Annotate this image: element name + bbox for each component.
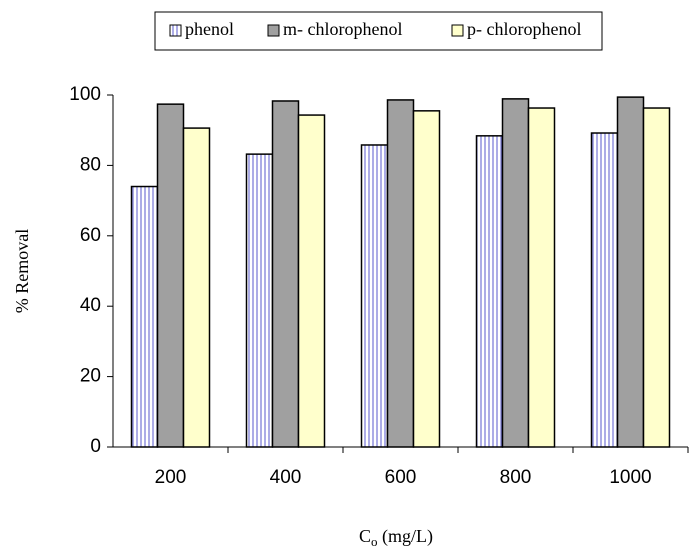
bar bbox=[130, 185, 159, 448]
bar bbox=[271, 100, 300, 448]
bar bbox=[527, 107, 556, 448]
bar bbox=[475, 135, 504, 448]
bar bbox=[245, 153, 274, 448]
bar bbox=[642, 107, 671, 448]
y-tick-label: 60 bbox=[80, 225, 101, 246]
bar bbox=[501, 98, 530, 448]
bar bbox=[156, 103, 185, 448]
x-label-sub: o bbox=[371, 534, 378, 549]
bar bbox=[182, 127, 211, 448]
legend-label: m- chlorophenol bbox=[283, 19, 402, 39]
bar bbox=[297, 114, 326, 448]
x-axis-label: Co (mg/L) bbox=[359, 526, 433, 549]
legend-swatch bbox=[267, 24, 280, 37]
y-tick-label: 0 bbox=[90, 436, 101, 457]
x-label-main: C bbox=[359, 526, 371, 546]
x-tick-label: 400 bbox=[270, 467, 302, 488]
y-tick-label: 80 bbox=[80, 154, 101, 175]
y-tick-label: 20 bbox=[80, 366, 101, 387]
legend-swatch bbox=[169, 24, 182, 37]
y-tick-label: 100 bbox=[69, 84, 101, 105]
y-tick-label: 40 bbox=[80, 295, 101, 316]
legend-label: p- chlorophenol bbox=[467, 19, 581, 39]
x-tick-label: 600 bbox=[385, 467, 417, 488]
x-tick-label: 1000 bbox=[609, 467, 651, 488]
legend-swatch bbox=[451, 24, 464, 37]
x-tick-label: 200 bbox=[155, 467, 187, 488]
legend-box bbox=[154, 11, 603, 51]
x-label-rest: (mg/L) bbox=[378, 526, 434, 547]
y-axis-label: % Removal bbox=[12, 229, 32, 313]
bar bbox=[590, 132, 619, 448]
legend-label: phenol bbox=[185, 19, 234, 39]
bar bbox=[412, 110, 441, 448]
bar bbox=[616, 96, 645, 448]
bar bbox=[386, 99, 415, 448]
x-tick-label: 800 bbox=[500, 467, 532, 488]
bar bbox=[360, 144, 389, 448]
